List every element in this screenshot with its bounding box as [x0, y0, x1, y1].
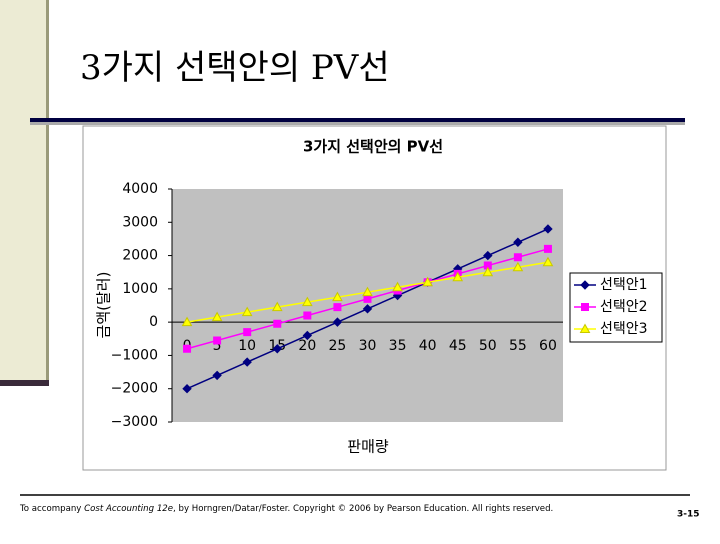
x-axis-label: 판매량 [347, 438, 389, 456]
y-tick-label: 4000 [122, 181, 158, 197]
data-point [241, 306, 253, 317]
data-point [452, 271, 464, 282]
legend-label: 선택안1 [600, 277, 648, 293]
data-point [513, 237, 523, 247]
data-point [422, 276, 434, 287]
data-point [392, 281, 403, 292]
footer-text: To accompany [19, 504, 84, 514]
legend-label: 선택안2 [600, 299, 648, 315]
data-point [482, 266, 494, 277]
legend-label: 선택안3 [600, 321, 648, 337]
data-point [512, 261, 524, 272]
data-point [243, 328, 252, 337]
side-bar-foot [0, 380, 49, 386]
y-axis-label: 금액(달러) [95, 272, 113, 339]
x-tick-label: 40 [419, 338, 437, 354]
page-number: 3-15 [677, 510, 700, 520]
data-point [182, 384, 192, 394]
title-rule-shadow [30, 122, 685, 125]
chart-title: 3가지 선택안의 PV선 [303, 138, 443, 156]
data-point [333, 303, 342, 312]
x-tick-label: 25 [329, 338, 347, 354]
data-point [242, 357, 252, 367]
data-point [542, 256, 554, 267]
side-bar [0, 0, 46, 382]
data-point [363, 294, 372, 303]
data-point [301, 296, 313, 307]
data-point [483, 250, 493, 261]
x-tick-label: 45 [449, 338, 467, 354]
y-tick-label: 1000 [122, 281, 158, 297]
footer-text: Cost Accounting 12e [84, 504, 173, 514]
y-tick-label: −3000 [111, 414, 158, 430]
y-tick-label: 2000 [122, 248, 158, 264]
y-tick-label: −1000 [111, 347, 158, 363]
data-point [543, 244, 552, 253]
x-tick-label: 60 [539, 338, 557, 354]
data-point [332, 317, 343, 327]
data-point [483, 261, 492, 270]
data-point [513, 253, 522, 262]
data-point [183, 344, 192, 353]
y-tick-label: 3000 [122, 214, 158, 230]
data-point [332, 291, 343, 302]
data-point [362, 304, 373, 314]
x-tick-label: 55 [509, 338, 527, 354]
title-rule [30, 118, 685, 122]
legend-marker [579, 323, 591, 333]
data-point [362, 286, 373, 297]
side-bar-edge [46, 0, 49, 386]
x-tick-label: 10 [238, 338, 256, 354]
legend-marker [580, 280, 590, 290]
data-point [211, 311, 223, 322]
slide-title: 3가지 선택안의 PV선 [80, 48, 390, 88]
legend-marker [581, 303, 589, 311]
data-point [273, 319, 282, 328]
x-tick-label: 5 [213, 338, 222, 354]
data-point [212, 370, 222, 381]
x-tick-label: 30 [359, 338, 377, 354]
data-point [213, 336, 222, 345]
data-point [181, 316, 193, 327]
data-point [272, 344, 282, 354]
x-tick-label: 20 [298, 338, 316, 354]
data-point [303, 311, 312, 320]
data-point [543, 224, 553, 234]
y-tick-label: −2000 [111, 381, 158, 397]
footer-text: , by Horngren/Datar/Foster. Copyright © … [173, 504, 553, 514]
data-point [271, 301, 283, 312]
y-tick-label: 0 [149, 314, 158, 330]
x-tick-label: 35 [389, 338, 407, 354]
x-tick-label: 50 [479, 338, 497, 354]
footer: To accompany Cost Accounting 12e, by Hor… [19, 504, 553, 514]
data-point [302, 330, 313, 341]
